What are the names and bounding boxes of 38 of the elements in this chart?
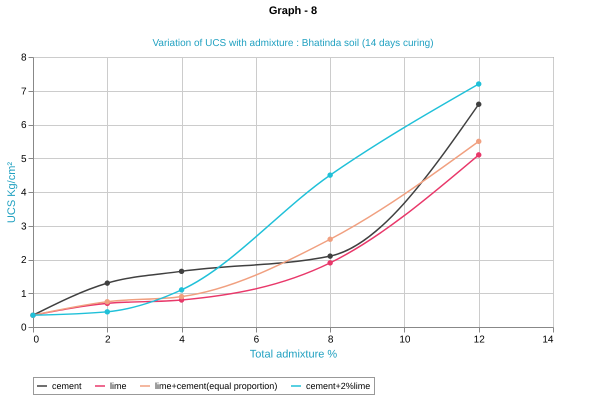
point bbox=[476, 102, 482, 107]
y-tick-label: 3 bbox=[20, 221, 27, 232]
point bbox=[104, 309, 110, 315]
legend-label: lime+cement(equal proportion) bbox=[155, 381, 278, 391]
point bbox=[178, 268, 184, 274]
point bbox=[327, 236, 333, 242]
x-tick-label: 2 bbox=[105, 334, 112, 346]
x-axis-title: Total admixture % bbox=[250, 348, 338, 360]
y-tick-label: 8 bbox=[20, 52, 27, 64]
x-tick-label: 4 bbox=[179, 334, 186, 346]
legend-label: lime bbox=[110, 381, 127, 391]
x-tick-label: 14 bbox=[542, 334, 554, 346]
x-tick-label: 12 bbox=[474, 334, 486, 346]
x-tick-label: 0 bbox=[34, 334, 40, 346]
point bbox=[178, 287, 184, 293]
y-tick-label: 2 bbox=[20, 255, 27, 266]
point bbox=[476, 152, 482, 158]
x-tick-label: 8 bbox=[328, 334, 334, 346]
y-axis-title: UCS Kg/cm² bbox=[6, 162, 18, 224]
point bbox=[327, 172, 333, 178]
y-tick-label: 7 bbox=[20, 86, 27, 98]
point bbox=[327, 253, 333, 259]
y-tick-label: 6 bbox=[20, 120, 27, 131]
y-tick-label: 0 bbox=[20, 322, 27, 334]
point bbox=[178, 294, 184, 300]
chart-title: Graph - 8 bbox=[268, 5, 318, 17]
y-tick-label: 4 bbox=[20, 188, 27, 198]
y-tick-label: 1 bbox=[20, 288, 27, 300]
point bbox=[476, 138, 482, 144]
point bbox=[327, 260, 333, 266]
y-tick-label: 5 bbox=[20, 154, 27, 165]
x-tick-label: 10 bbox=[399, 334, 411, 346]
x-tick-label: 6 bbox=[254, 334, 260, 346]
legend-label: cement bbox=[52, 381, 82, 391]
point bbox=[104, 280, 110, 286]
point bbox=[476, 81, 482, 87]
chart-subtitle: Variation of UCS with admixture : Bhatinda soil (14 days curing) bbox=[152, 38, 434, 49]
legend-label: cement+2%lime bbox=[306, 381, 370, 391]
